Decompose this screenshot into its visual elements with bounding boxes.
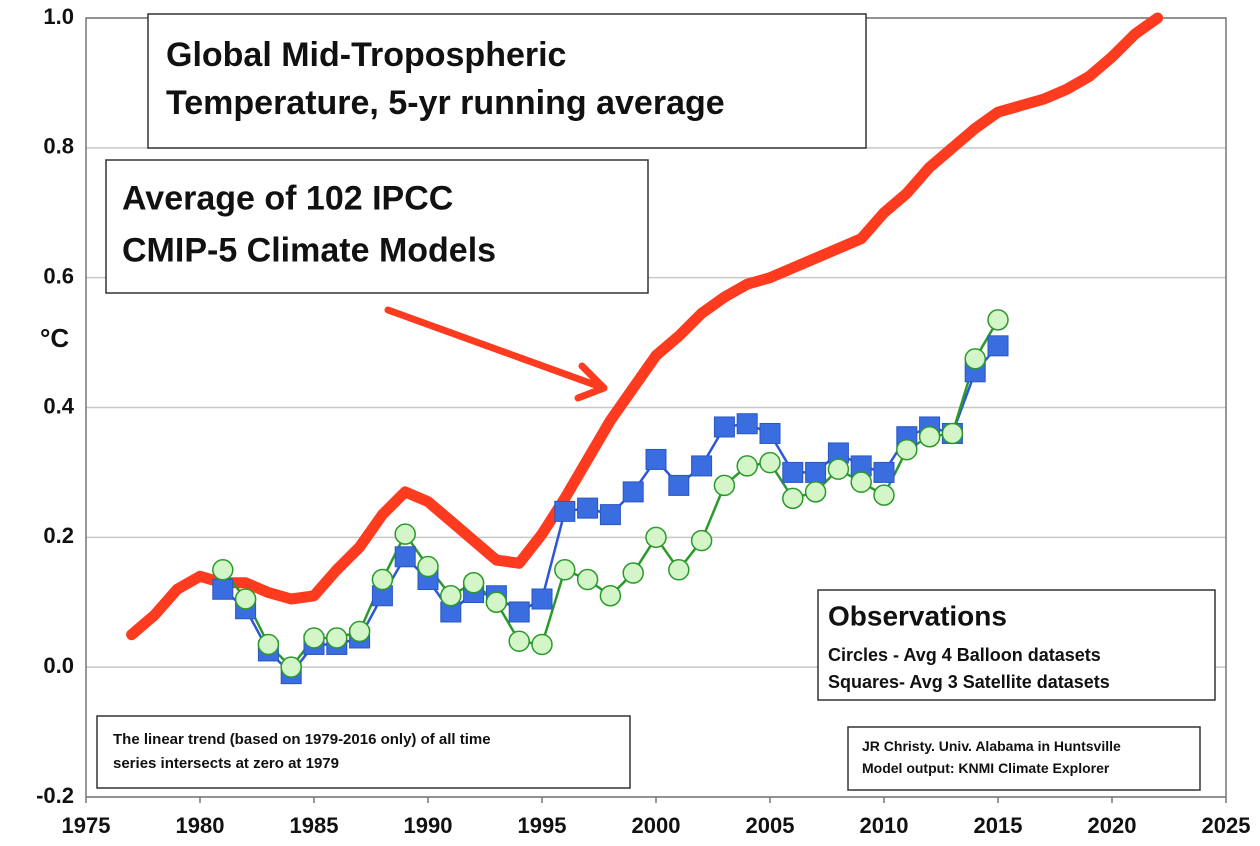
circle-marker — [212, 559, 234, 581]
annotation-text: Global Mid-Tropospheric — [166, 36, 566, 74]
annotation-text: CMIP-5 Climate Models — [122, 231, 496, 269]
arrow-head — [574, 362, 608, 402]
circle-marker — [599, 585, 622, 607]
annotation-text: Temperature, 5-yr running average — [166, 84, 725, 122]
circle-marker — [941, 422, 964, 445]
y-tick-label: -0.2 — [36, 783, 74, 808]
circle-marker — [417, 555, 439, 578]
circle-marker — [348, 620, 371, 643]
square-marker — [645, 448, 667, 470]
circle-marker — [531, 633, 553, 656]
circle-marker — [873, 484, 895, 506]
annotation-text: Model output: KNMI Climate Explorer — [862, 760, 1110, 776]
y-tick-label: 0.6 — [43, 263, 74, 288]
square-marker — [394, 546, 416, 568]
x-tick-label: 1985 — [290, 813, 339, 838]
annotation-box — [847, 726, 1201, 791]
square-marker — [668, 474, 690, 496]
circle-marker — [371, 568, 394, 591]
circle-marker — [440, 585, 462, 607]
circle-marker — [736, 455, 758, 477]
circle-marker — [827, 458, 850, 480]
square-marker — [805, 461, 827, 483]
square-marker — [759, 422, 781, 444]
circle-marker — [804, 481, 827, 503]
circle-marker — [987, 309, 1009, 331]
circle-marker — [485, 591, 508, 613]
annotation-text: Squares- Avg 3 Satellite datasets — [828, 672, 1110, 692]
square-marker — [736, 413, 758, 435]
model-line — [126, 12, 1164, 641]
circle-marker — [668, 559, 690, 581]
annotation-text: The linear trend (based on 1979-2016 onl… — [113, 731, 491, 748]
square-marker — [987, 335, 1009, 357]
circle-marker — [759, 451, 781, 474]
y-tick-label: 0.4 — [43, 393, 74, 418]
square-marker — [622, 481, 644, 503]
circle-marker — [554, 559, 576, 581]
x-tick-label: 2000 — [632, 813, 681, 838]
square-marker — [713, 416, 735, 438]
y-tick-label: 1.0 — [43, 4, 74, 29]
square-marker — [577, 497, 599, 519]
circle-marker — [257, 633, 280, 656]
arrow — [384, 306, 608, 402]
x-tick-label: 1995 — [518, 813, 567, 838]
circle-marker — [326, 627, 348, 649]
x-tick-label: 2005 — [746, 813, 795, 838]
circle-marker — [576, 568, 599, 591]
square-marker — [599, 504, 621, 526]
circle-marker — [896, 438, 918, 461]
square-marker — [691, 455, 713, 477]
y-tick-label: 0.8 — [43, 134, 74, 159]
circle-marker — [645, 526, 667, 549]
circle-marker — [918, 425, 941, 448]
y-axis-label: °C — [40, 323, 69, 353]
square-marker — [531, 588, 553, 610]
circle-marker — [622, 562, 644, 584]
square-marker — [782, 461, 804, 483]
circle-marker — [782, 487, 804, 510]
square-marker — [873, 461, 895, 483]
circle-marker — [394, 523, 416, 545]
circle-marker — [850, 471, 872, 493]
annotation-box — [105, 159, 649, 294]
annotation-text: Observations — [828, 600, 1007, 631]
square-marker — [508, 601, 530, 623]
y-tick-label: 0.0 — [43, 653, 74, 678]
circle-marker — [964, 348, 986, 370]
y-tick-label: 0.2 — [43, 523, 74, 548]
square-marker — [212, 578, 234, 600]
annotation-text: JR Christy. Univ. Alabama in Huntsville — [862, 738, 1121, 754]
annotation-text: series intersects at zero at 1979 — [113, 755, 339, 772]
x-tick-label: 2010 — [860, 813, 909, 838]
circle-marker — [280, 656, 302, 678]
x-tick-label: 1980 — [176, 813, 225, 838]
x-tick-label: 2015 — [974, 813, 1023, 838]
annotation-text: Circles - Avg 4 Balloon datasets — [828, 645, 1101, 665]
x-tick-label: 1990 — [404, 813, 453, 838]
annotation-box — [96, 715, 631, 789]
circle-marker — [713, 474, 736, 497]
x-tick-label: 2020 — [1088, 813, 1137, 838]
circle-marker — [690, 529, 713, 552]
x-tick-label: 2025 — [1202, 813, 1251, 838]
circle-marker — [234, 588, 257, 610]
annotation-box — [817, 589, 1216, 701]
x-tick-label: 1975 — [62, 813, 111, 838]
circle-marker — [462, 572, 485, 594]
annotation-text: Average of 102 IPCC — [122, 179, 453, 217]
arrow-shaft — [384, 306, 602, 390]
circle-marker — [303, 627, 325, 649]
square-marker — [554, 500, 576, 522]
circle-marker — [508, 630, 530, 652]
annotation-box — [147, 13, 867, 149]
